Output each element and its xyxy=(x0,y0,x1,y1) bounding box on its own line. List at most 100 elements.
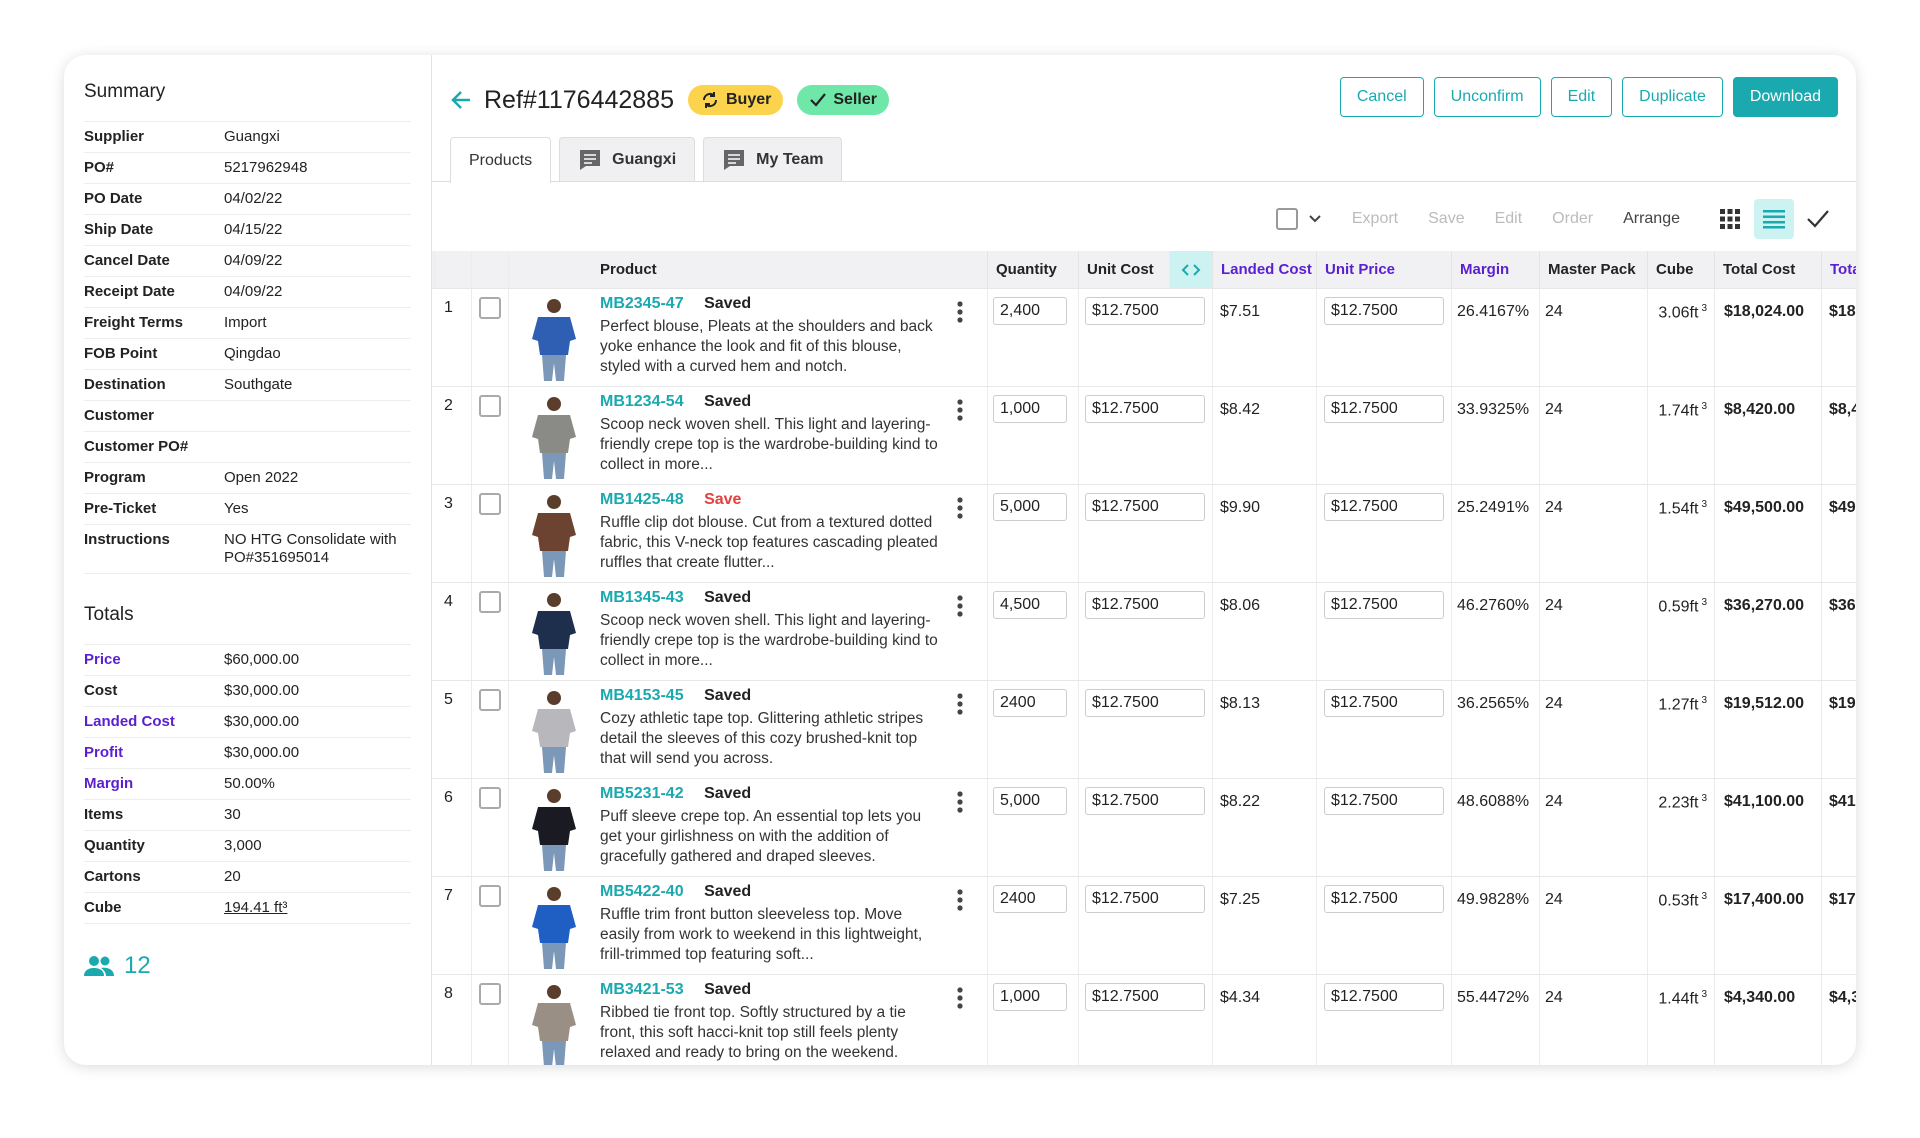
row-checkbox[interactable] xyxy=(479,983,501,1005)
totals-label: Landed Cost xyxy=(84,713,175,730)
product-sku-link[interactable]: MB4153-45 xyxy=(600,687,684,704)
grid-view-icon[interactable] xyxy=(1710,199,1750,239)
unit-cost-input[interactable]: $12.7500 xyxy=(1085,493,1205,521)
unit-cost-input[interactable]: $12.7500 xyxy=(1085,689,1205,717)
more-vertical-icon[interactable] xyxy=(957,889,963,911)
column-header[interactable]: Unit Cost xyxy=(1078,251,1154,288)
save-button[interactable]: Save xyxy=(1428,210,1465,227)
quantity-input[interactable]: 5,000 xyxy=(993,493,1067,521)
unconfirm-button[interactable]: Unconfirm xyxy=(1433,77,1541,117)
product-sku-link[interactable]: MB1345-43 xyxy=(600,589,684,606)
product-image[interactable] xyxy=(526,885,582,969)
select-all-dropdown[interactable] xyxy=(1275,208,1322,230)
more-vertical-icon[interactable] xyxy=(957,987,963,1009)
column-header[interactable]: Master Pack xyxy=(1539,251,1636,288)
column-header[interactable]: Quantity xyxy=(987,251,1057,288)
product-image[interactable] xyxy=(526,689,582,773)
product-image[interactable] xyxy=(526,983,582,1065)
quantity-input[interactable]: 5,000 xyxy=(993,787,1067,815)
totals-value: $30,000.00 xyxy=(224,744,300,761)
select-all-checkbox[interactable] xyxy=(1275,208,1298,230)
tab-my-team[interactable]: My Team xyxy=(703,137,843,181)
quantity-input[interactable]: 4,500 xyxy=(993,591,1067,619)
unit-price-input[interactable]: $12.7500 xyxy=(1324,787,1444,815)
more-vertical-icon[interactable] xyxy=(957,693,963,715)
unit-cost-input[interactable]: $12.7500 xyxy=(1085,983,1205,1011)
unit-cost-input[interactable]: $12.7500 xyxy=(1085,787,1205,815)
order-button[interactable]: Order xyxy=(1552,210,1594,227)
unit-cost-input[interactable]: $12.7500 xyxy=(1085,885,1205,913)
quantity-input[interactable]: 1,000 xyxy=(993,983,1067,1011)
product-sku-link[interactable]: MB1425-48 xyxy=(600,491,684,508)
totals-value: 30 xyxy=(224,806,241,823)
product-image[interactable] xyxy=(526,493,582,577)
more-vertical-icon[interactable] xyxy=(957,497,963,519)
unit-price-input[interactable]: $12.7500 xyxy=(1324,395,1444,423)
product-info: MB1234-54 Saved Scoop neck woven shell. … xyxy=(600,393,940,475)
totals-value[interactable]: 194.41 ft³ xyxy=(224,899,288,916)
edit-button[interactable]: Edit xyxy=(1550,77,1613,117)
product-image[interactable] xyxy=(526,297,582,381)
cell-divider xyxy=(1316,779,1317,876)
cell-divider xyxy=(471,583,472,680)
row-checkbox[interactable] xyxy=(479,885,501,907)
column-header[interactable]: Product xyxy=(600,261,657,278)
quantity-input[interactable]: 2400 xyxy=(993,885,1067,913)
column-header[interactable]: Unit Price xyxy=(1316,251,1395,288)
team-members[interactable]: 12 xyxy=(84,952,411,980)
more-vertical-icon[interactable] xyxy=(957,595,963,617)
product-image[interactable] xyxy=(526,591,582,675)
product-sku-link[interactable]: MB5231-42 xyxy=(600,785,684,802)
product-image[interactable] xyxy=(526,395,582,479)
column-header[interactable]: Landed Cost xyxy=(1212,251,1312,288)
row-checkbox[interactable] xyxy=(479,689,501,711)
unit-price-input[interactable]: $12.7500 xyxy=(1324,689,1444,717)
quantity-input[interactable]: 2400 xyxy=(993,689,1067,717)
product-sku-link[interactable]: MB5422-40 xyxy=(600,883,684,900)
cell-divider xyxy=(471,877,472,974)
tab-products[interactable]: Products xyxy=(450,137,552,183)
quantity-input[interactable]: 1,000 xyxy=(993,395,1067,423)
more-vertical-icon[interactable] xyxy=(957,791,963,813)
column-header[interactable]: Tota xyxy=(1821,251,1856,288)
download-button[interactable]: Download xyxy=(1732,77,1838,117)
save-status[interactable]: Save xyxy=(704,491,742,508)
row-checkbox[interactable] xyxy=(479,395,501,417)
arrange-button[interactable]: Arrange xyxy=(1623,210,1680,227)
cell-divider xyxy=(1821,387,1822,484)
back-arrow-icon[interactable] xyxy=(450,89,472,111)
cell-divider xyxy=(1316,681,1317,778)
unit-cost-input[interactable]: $12.7500 xyxy=(1085,591,1205,619)
duplicate-button[interactable]: Duplicate xyxy=(1622,77,1723,117)
more-vertical-icon[interactable] xyxy=(957,399,963,421)
unit-price-input[interactable]: $12.7500 xyxy=(1324,591,1444,619)
row-checkbox[interactable] xyxy=(479,493,501,515)
column-header[interactable]: Total Cost xyxy=(1714,251,1795,288)
list-view-icon[interactable] xyxy=(1754,199,1794,239)
column-header[interactable]: Cube xyxy=(1647,251,1694,288)
edit-toolbar-button[interactable]: Edit xyxy=(1494,210,1523,227)
column-resize-handle[interactable] xyxy=(1169,251,1212,288)
cancel-button[interactable]: Cancel xyxy=(1339,77,1424,117)
master-pack-value: 24 xyxy=(1545,891,1563,908)
product-sku-link[interactable]: MB3421-53 xyxy=(600,981,684,998)
unit-price-input[interactable]: $12.7500 xyxy=(1324,493,1444,521)
tab-guangxi[interactable]: Guangxi xyxy=(559,137,696,181)
unit-cost-input[interactable]: $12.7500 xyxy=(1085,395,1205,423)
column-header[interactable]: Margin xyxy=(1451,251,1509,288)
quantity-input[interactable]: 2,400 xyxy=(993,297,1067,325)
export-button[interactable]: Export xyxy=(1351,210,1399,227)
product-image[interactable] xyxy=(526,787,582,871)
product-sku-link[interactable]: MB1234-54 xyxy=(600,393,684,410)
unit-price-input[interactable]: $12.7500 xyxy=(1324,983,1444,1011)
row-checkbox[interactable] xyxy=(479,787,501,809)
unit-price-input[interactable]: $12.7500 xyxy=(1324,297,1444,325)
unit-price-input[interactable]: $12.7500 xyxy=(1324,885,1444,913)
more-vertical-icon[interactable] xyxy=(957,301,963,323)
unit-cost-input[interactable]: $12.7500 xyxy=(1085,297,1205,325)
product-sku-link[interactable]: MB2345-47 xyxy=(600,295,684,312)
margin-value: 26.4167% xyxy=(1457,303,1530,320)
row-checkbox[interactable] xyxy=(479,297,501,319)
checkmark-icon[interactable] xyxy=(1798,199,1838,239)
row-checkbox[interactable] xyxy=(479,591,501,613)
